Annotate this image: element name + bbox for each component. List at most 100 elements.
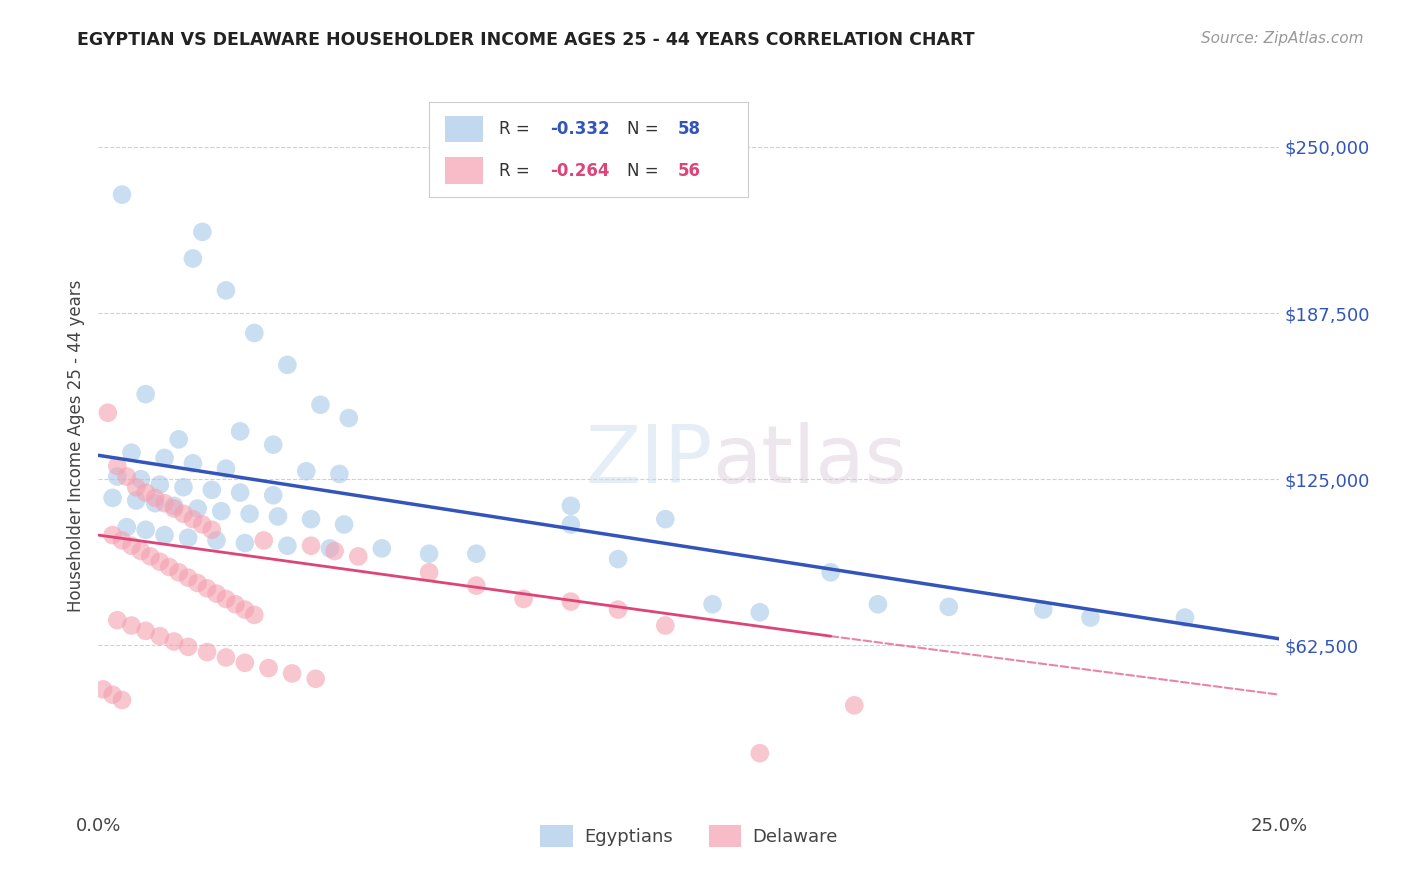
Point <box>233 536 256 550</box>
Point <box>205 586 228 600</box>
Point <box>157 560 180 574</box>
Point <box>1174 610 1197 624</box>
Point <box>97 406 120 420</box>
Point <box>748 605 770 619</box>
Legend: Egyptians, Delaware: Egyptians, Delaware <box>533 817 845 854</box>
Point <box>560 517 582 532</box>
Point <box>347 549 370 564</box>
Point <box>337 411 360 425</box>
Point <box>748 746 770 760</box>
Point <box>191 517 214 532</box>
Point <box>702 597 724 611</box>
Point <box>111 693 134 707</box>
Point <box>1032 602 1054 616</box>
Point <box>101 528 124 542</box>
Point <box>299 512 322 526</box>
Point <box>323 544 346 558</box>
Point <box>205 533 228 548</box>
Point <box>276 539 298 553</box>
Point <box>654 512 676 526</box>
Point <box>149 477 172 491</box>
Point <box>866 597 889 611</box>
Point <box>135 624 157 638</box>
Point <box>229 425 252 439</box>
Point <box>111 533 134 548</box>
Point <box>115 520 138 534</box>
Point <box>121 618 143 632</box>
Point <box>129 544 152 558</box>
Point <box>201 483 224 497</box>
Point <box>121 445 143 459</box>
Point <box>163 634 186 648</box>
Text: Source: ZipAtlas.com: Source: ZipAtlas.com <box>1201 31 1364 46</box>
Point <box>224 597 246 611</box>
Point <box>163 501 186 516</box>
Point <box>820 566 842 580</box>
Point <box>281 666 304 681</box>
Point <box>177 571 200 585</box>
Point <box>167 566 190 580</box>
Point <box>229 485 252 500</box>
Point <box>129 472 152 486</box>
Point <box>465 547 488 561</box>
Point <box>153 450 176 465</box>
Point <box>257 661 280 675</box>
Point <box>267 509 290 524</box>
Point <box>607 602 630 616</box>
Point <box>844 698 866 713</box>
Point <box>101 491 124 505</box>
Point <box>319 541 342 556</box>
Point <box>253 533 276 548</box>
Text: ZIP: ZIP <box>585 422 713 500</box>
Point <box>111 187 134 202</box>
Point <box>262 488 284 502</box>
Point <box>938 599 960 614</box>
Point <box>153 496 176 510</box>
Point <box>295 464 318 478</box>
Point <box>187 501 209 516</box>
Point <box>181 512 204 526</box>
Point <box>167 433 190 447</box>
Point <box>299 539 322 553</box>
Point <box>215 284 238 298</box>
Point <box>465 579 488 593</box>
Point <box>149 555 172 569</box>
Point <box>125 480 148 494</box>
Point <box>195 645 218 659</box>
Point <box>418 547 440 561</box>
Point <box>1080 610 1102 624</box>
Point <box>305 672 328 686</box>
Point <box>101 688 124 702</box>
Point <box>512 591 534 606</box>
Point <box>135 523 157 537</box>
Point <box>215 591 238 606</box>
Point <box>177 531 200 545</box>
Point <box>181 456 204 470</box>
Text: atlas: atlas <box>713 422 907 500</box>
Point <box>209 504 232 518</box>
Point <box>105 613 128 627</box>
Point <box>333 517 356 532</box>
Point <box>135 387 157 401</box>
Point <box>187 576 209 591</box>
Point <box>121 539 143 553</box>
Point <box>172 480 194 494</box>
Point <box>125 493 148 508</box>
Point <box>233 602 256 616</box>
Point <box>309 398 332 412</box>
Point <box>105 458 128 473</box>
Point <box>328 467 350 481</box>
Point <box>276 358 298 372</box>
Point <box>243 607 266 622</box>
Point <box>139 549 162 564</box>
Point <box>105 469 128 483</box>
Point <box>201 523 224 537</box>
Point <box>233 656 256 670</box>
Point <box>371 541 394 556</box>
Point <box>215 650 238 665</box>
Point <box>181 252 204 266</box>
Point <box>239 507 262 521</box>
Point <box>243 326 266 340</box>
Point <box>115 469 138 483</box>
Point <box>560 594 582 608</box>
